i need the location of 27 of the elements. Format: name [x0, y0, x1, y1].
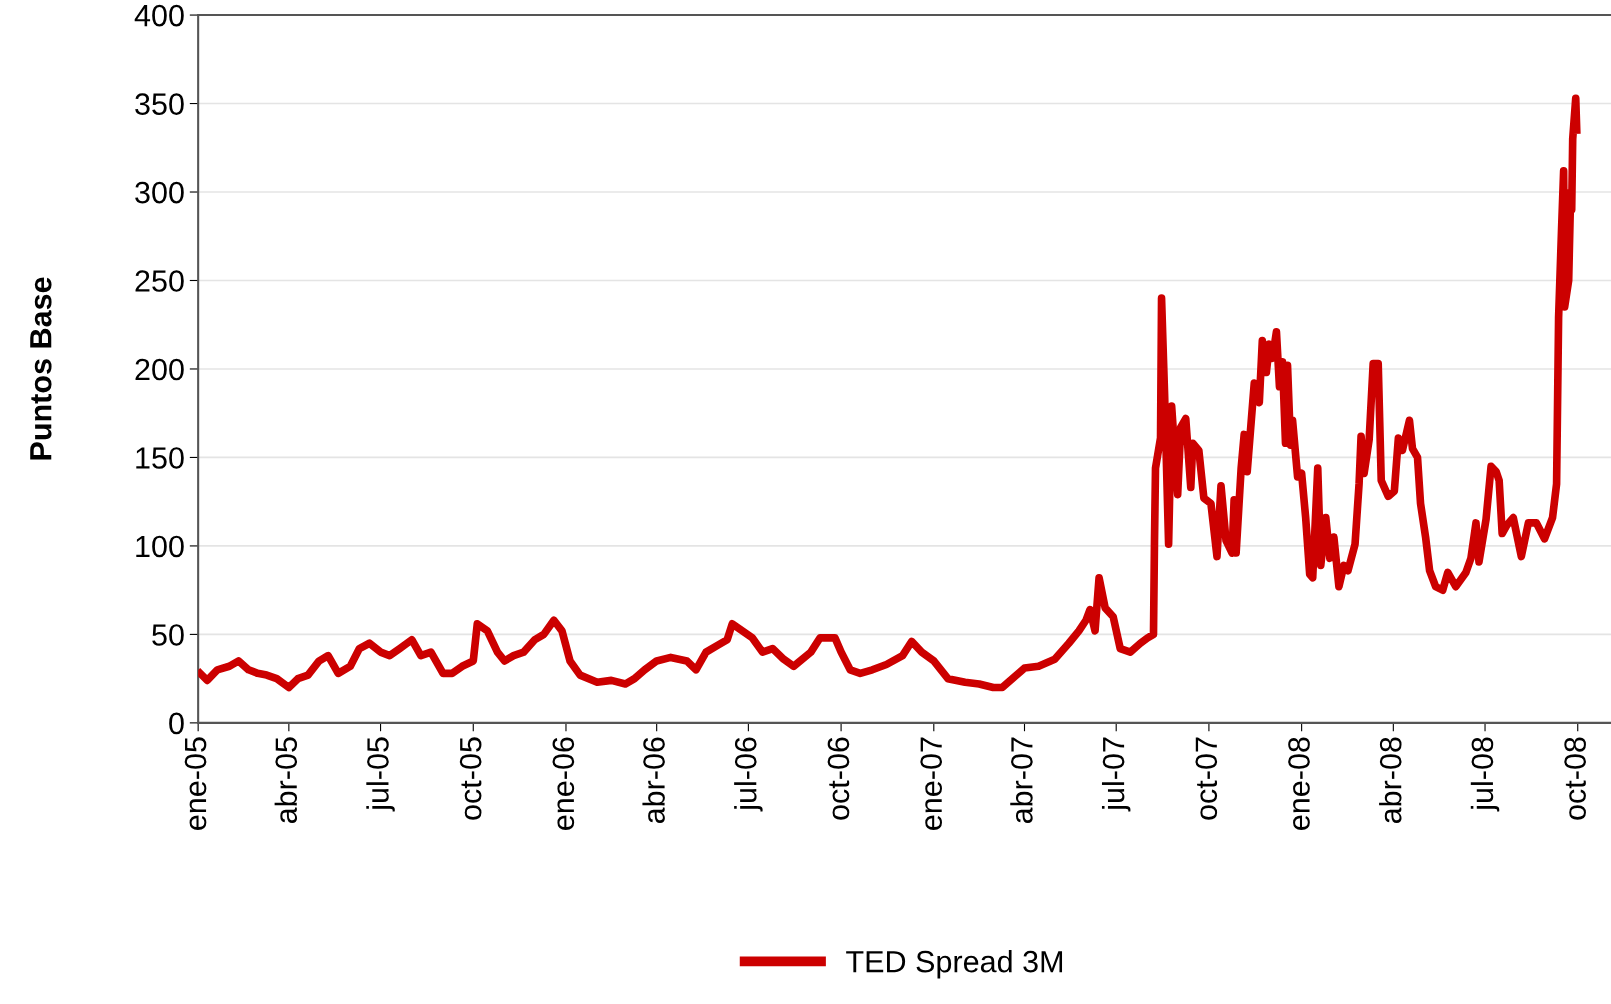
x-tick-label: ene-08 — [1288, 737, 1310, 830]
x-tick-label: oct-06 — [827, 737, 850, 820]
y-tick-label: 400 — [134, 4, 184, 27]
y-tick-label: 350 — [135, 93, 184, 115]
x-tick-label: abr-07 — [1010, 737, 1033, 824]
legend-label: TED Spread 3M — [846, 950, 1063, 979]
x-tick-label: oct-08 — [1564, 737, 1586, 820]
x-tick-label: ene-06 — [552, 737, 575, 830]
x-tick-label: jul-07 — [1101, 737, 1131, 812]
x-tick-label: oct-05 — [459, 737, 482, 820]
x-tick-label: abr-08 — [1379, 737, 1402, 824]
x-tick-label: abr-06 — [642, 737, 665, 824]
y-tick-label: 50 — [152, 624, 184, 646]
x-tick-label: abr-05 — [274, 737, 298, 824]
y-tick-label: 300 — [135, 181, 184, 204]
x-tick-label: oct-07 — [1195, 737, 1218, 820]
x-tick-label: ene-07 — [920, 737, 942, 830]
y-tick-label: 150 — [136, 447, 184, 469]
x-tick-label: jul-06 — [734, 737, 763, 812]
y-tick-label: 100 — [136, 535, 184, 558]
x-tick-label: jul-05 — [366, 737, 395, 812]
y-tick-label: 250 — [135, 270, 184, 292]
x-tick-label: jul-08 — [1470, 737, 1500, 812]
y-axis-title: Puntos Base — [30, 277, 52, 460]
y-tick-label: 200 — [135, 358, 184, 381]
y-tick-label: 0 — [169, 712, 184, 735]
x-tick-label: ene-05 — [184, 737, 207, 830]
